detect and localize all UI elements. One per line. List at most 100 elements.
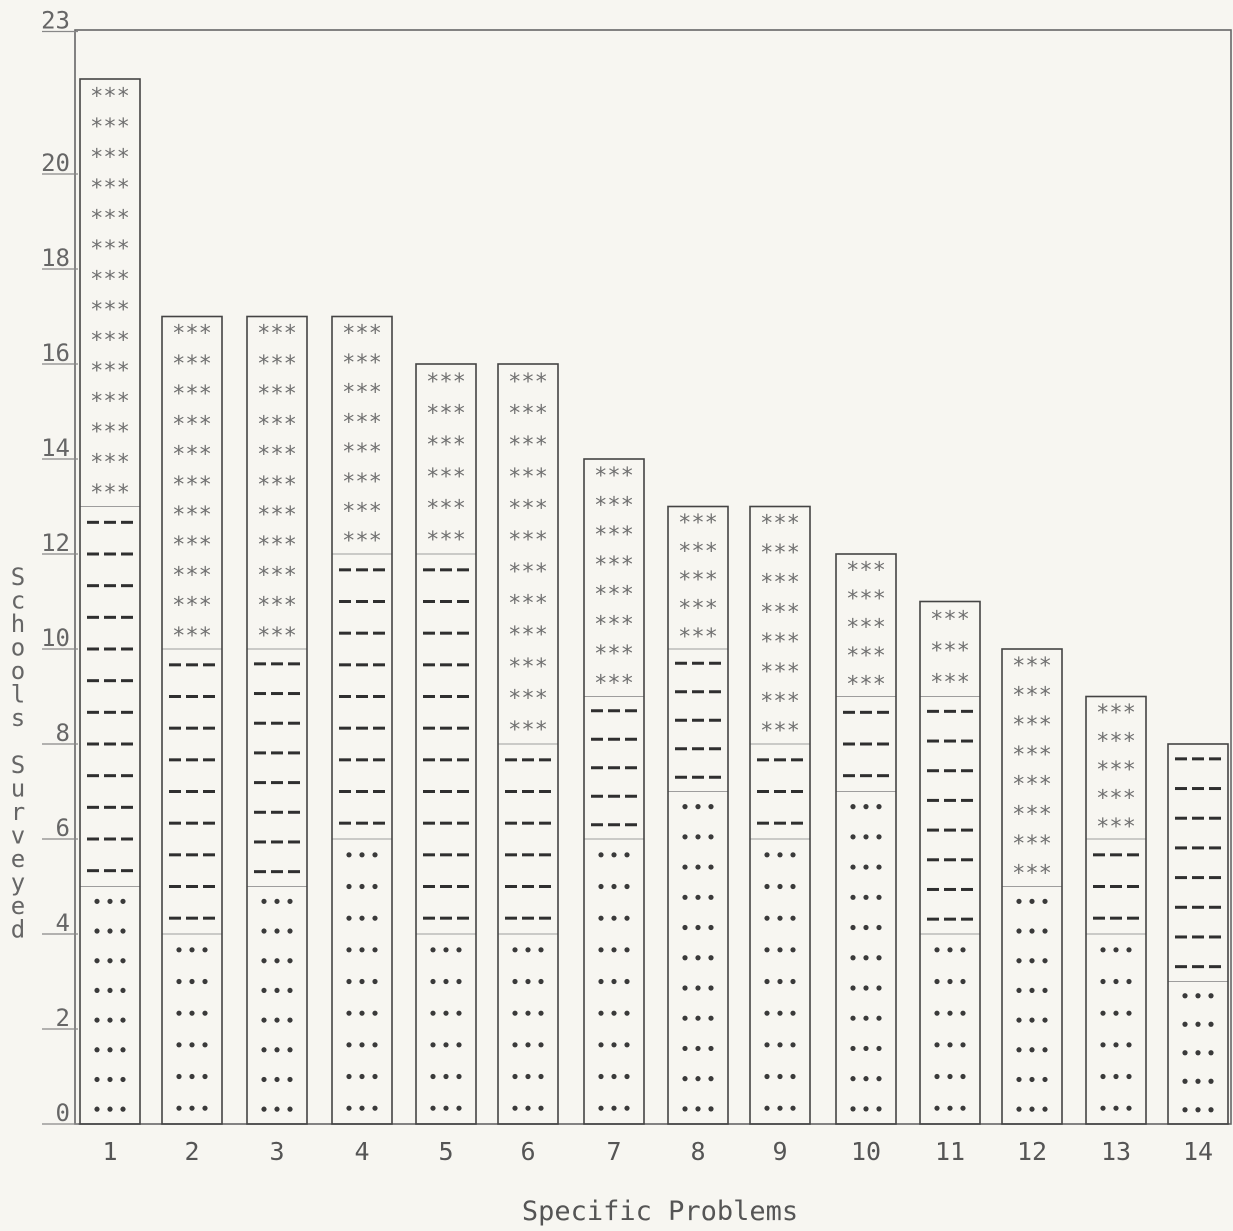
dot-mark xyxy=(372,883,378,890)
asterisk-mark: *** xyxy=(172,563,212,588)
asterisk-mark: *** xyxy=(846,615,886,640)
segment-box xyxy=(497,743,559,935)
asterisk-mark: *** xyxy=(257,563,297,588)
x-tick-label: 6 xyxy=(520,1137,535,1166)
dot-mark xyxy=(695,1106,701,1112)
dot-mark xyxy=(1208,1021,1214,1027)
dot-mark xyxy=(777,852,783,858)
bar-outline xyxy=(1167,743,1229,1125)
dot-mark xyxy=(1042,1047,1048,1053)
dot-mark xyxy=(598,852,604,858)
bar-segment-asterisks: *** *** *** *** *** *** *** *** xyxy=(331,316,393,555)
dot-mark xyxy=(934,1105,940,1111)
segment-box xyxy=(415,933,477,1125)
asterisk-mark: *** xyxy=(257,503,297,528)
dot-mark xyxy=(695,985,701,991)
asterisk-mark: *** xyxy=(508,528,548,553)
asterisk-mark: *** xyxy=(426,497,466,522)
dot-mark xyxy=(876,1015,882,1021)
bar-6: *** *** *** *** *** *** *** *** *** *** *** *** xyxy=(497,363,559,1125)
dot-mark xyxy=(538,978,544,985)
bar-segment-asterisks: *** *** *** *** *** *** *** *** xyxy=(749,506,811,745)
dot-mark xyxy=(94,1047,100,1053)
dot-mark xyxy=(94,987,100,994)
dot-mark xyxy=(525,978,531,985)
dot-mark xyxy=(598,978,604,985)
dot-mark xyxy=(1126,1105,1132,1111)
bar-outline xyxy=(79,78,141,1125)
dot-mark xyxy=(274,1047,280,1053)
dot-mark xyxy=(1126,1073,1132,1080)
y-axis: 0 2 4 6 8 10 12 14 16 18 20 23 xyxy=(41,7,78,1127)
segment-box xyxy=(1001,886,1063,1125)
dot-mark xyxy=(1113,947,1119,953)
asterisk-mark: *** xyxy=(342,499,382,524)
dot-mark xyxy=(261,1106,267,1112)
dot-mark xyxy=(850,1015,856,1021)
dot-mark xyxy=(287,1106,293,1112)
bar-outline xyxy=(919,600,981,1125)
dot-mark xyxy=(538,1042,544,1048)
bar-segment-dots xyxy=(161,933,223,1125)
asterisk-mark: *** xyxy=(1012,654,1052,679)
dot-mark xyxy=(512,1105,518,1111)
dot-mark xyxy=(682,985,688,991)
bar-segment-dashes xyxy=(79,506,141,887)
bar-11: *** *** *** xyxy=(919,600,981,1125)
dot-mark xyxy=(346,1105,352,1111)
asterisk-mark: *** xyxy=(1012,713,1052,738)
x-tick-label: 12 xyxy=(1017,1137,1047,1166)
asterisk-mark: *** xyxy=(508,687,548,712)
asterisk-mark: *** xyxy=(172,443,212,468)
asterisk-mark: *** xyxy=(1012,684,1052,709)
dot-mark xyxy=(359,978,365,985)
bar-segment-dots xyxy=(79,886,141,1125)
asterisk-mark: *** xyxy=(930,639,970,664)
x-tick-label: 1 xyxy=(102,1137,117,1166)
dot-mark xyxy=(287,1047,293,1053)
dot-mark xyxy=(863,804,869,810)
dot-mark xyxy=(850,1076,856,1082)
dot-mark xyxy=(261,1047,267,1053)
asterisk-mark: *** xyxy=(257,412,297,437)
dot-mark xyxy=(682,955,688,961)
asterisk-mark: *** xyxy=(90,298,130,323)
x-tick-label: 10 xyxy=(851,1137,881,1166)
dot-mark xyxy=(107,928,113,934)
segment-box xyxy=(161,933,223,1125)
dot-mark xyxy=(176,1105,182,1111)
dot-mark xyxy=(1029,1047,1035,1053)
dot-mark xyxy=(261,1076,267,1083)
dot-mark xyxy=(430,1042,436,1048)
dot-mark xyxy=(960,1073,966,1080)
dot-mark xyxy=(94,1076,100,1083)
asterisk-mark: *** xyxy=(846,672,886,697)
bar-segment-asterisks: *** *** *** *** *** xyxy=(1085,696,1147,840)
y-tick-label: 4 xyxy=(56,909,70,937)
asterisk-mark: *** xyxy=(1012,743,1052,768)
dot-mark xyxy=(850,834,856,840)
dot-mark xyxy=(538,1010,544,1016)
dot-mark xyxy=(189,978,195,985)
x-tick-label: 8 xyxy=(690,1137,705,1166)
asterisk-mark: *** xyxy=(90,115,130,140)
dot-mark xyxy=(1100,978,1106,985)
dot-mark xyxy=(611,883,617,890)
dot-mark xyxy=(120,928,126,934)
dot-mark xyxy=(1113,1105,1119,1111)
dot-mark xyxy=(94,898,100,904)
bar-segment-dots xyxy=(919,933,981,1125)
dot-mark xyxy=(261,1017,267,1023)
asterisk-mark: *** xyxy=(172,382,212,407)
dot-mark xyxy=(850,864,856,870)
dot-mark xyxy=(261,958,267,964)
dot-mark xyxy=(359,883,365,890)
dot-mark xyxy=(598,947,604,953)
dot-mark xyxy=(708,864,714,870)
dot-mark xyxy=(274,1076,280,1083)
bar-outline xyxy=(161,315,223,1125)
dot-mark xyxy=(960,1042,966,1048)
dot-mark xyxy=(764,883,770,890)
bar-segment-dots xyxy=(583,838,645,1125)
dot-mark xyxy=(1126,947,1132,953)
